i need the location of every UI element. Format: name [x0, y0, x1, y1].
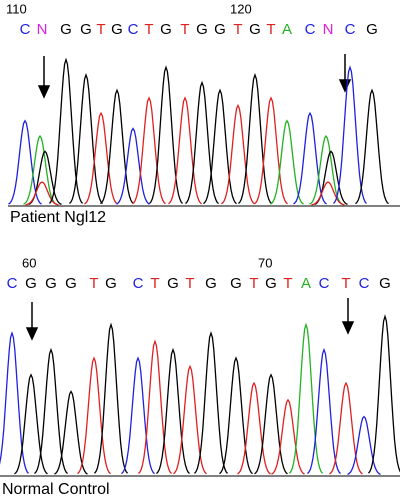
- base-call: G: [214, 21, 226, 38]
- base-call: G: [366, 21, 378, 38]
- base-call: T: [283, 275, 292, 292]
- trace-peak: [77, 356, 111, 475]
- trace-peak: [168, 96, 202, 205]
- base-call: C: [133, 275, 144, 292]
- base-call: G: [60, 21, 72, 38]
- base-call: N: [37, 21, 48, 38]
- base-call: T: [185, 275, 194, 292]
- trace-peak: [156, 347, 190, 475]
- arrows: [25, 298, 355, 341]
- sample-label: Normal Control: [2, 481, 110, 498]
- base-call: C: [128, 21, 139, 38]
- trace-peak: [288, 322, 324, 474]
- trace-peak: [254, 373, 288, 475]
- trace-peak: [329, 381, 363, 475]
- base-call: T: [266, 21, 275, 38]
- trace-peak: [14, 373, 48, 475]
- trace-peak: [0, 331, 29, 474]
- base-call: G: [105, 275, 117, 292]
- trace-peak: [347, 415, 381, 475]
- base-call: G: [249, 21, 261, 38]
- base-call: N: [323, 21, 334, 38]
- trace-peak: [254, 96, 288, 205]
- base-call: A: [282, 21, 292, 38]
- trace-peak: [238, 73, 272, 205]
- position-number: 70: [258, 255, 272, 270]
- base-call: G: [196, 21, 208, 38]
- position-number: 110: [6, 1, 27, 16]
- base-call: G: [45, 275, 57, 292]
- trace-peak: [194, 331, 228, 474]
- base-call: C: [319, 275, 330, 292]
- trace-peak: [93, 322, 129, 474]
- base-call: T: [96, 21, 105, 38]
- trace-peak: [48, 57, 84, 204]
- base-call: G: [80, 21, 92, 38]
- base-call: C: [20, 21, 31, 38]
- trace-peak: [203, 88, 237, 205]
- base-call: G: [205, 275, 217, 292]
- trace-peak: [237, 381, 271, 475]
- trace-peak: [132, 96, 166, 205]
- trace-peak: [270, 119, 304, 205]
- trace-peak: [149, 65, 183, 204]
- sample-label: Patient Ngl12: [10, 209, 106, 226]
- base-call: C: [359, 275, 370, 292]
- traces: [0, 314, 400, 475]
- trace-peak: [100, 88, 134, 205]
- base-call: G: [160, 21, 172, 38]
- base-call: T: [249, 275, 258, 292]
- base-call: A: [301, 275, 311, 292]
- base-call: T: [150, 275, 159, 292]
- base-call: G: [265, 275, 277, 292]
- base-call: G: [65, 275, 77, 292]
- trace-peak: [84, 111, 118, 205]
- base-call: T: [89, 275, 98, 292]
- base-call: G: [111, 21, 123, 38]
- trace-peak: [219, 356, 253, 475]
- trace-peak: [138, 339, 172, 474]
- trace-peak: [307, 347, 341, 475]
- position-number: 60: [22, 255, 36, 270]
- trace-peak: [34, 347, 68, 475]
- trace-peak: [355, 88, 389, 205]
- base-call: G: [379, 275, 391, 292]
- base-call: T: [144, 21, 153, 38]
- base-call: T: [341, 275, 350, 292]
- trace-peak: [271, 398, 305, 475]
- base-call: C: [345, 21, 356, 38]
- base-call: C: [305, 21, 316, 38]
- trace-peak: [311, 181, 345, 206]
- trace-peak: [25, 181, 59, 206]
- trace-peak: [69, 73, 103, 205]
- traces: [8, 57, 389, 206]
- trace-peak: [221, 103, 255, 205]
- base-call: T: [233, 21, 242, 38]
- base-call: T: [180, 21, 189, 38]
- position-number: 120: [230, 1, 252, 16]
- base-call: G: [167, 275, 179, 292]
- trace-peak: [367, 314, 400, 474]
- trace-peak: [23, 134, 57, 205]
- base-call: G: [25, 275, 37, 292]
- base-call: G: [230, 275, 242, 292]
- trace-peak: [185, 80, 219, 205]
- trace-peak: [121, 356, 155, 475]
- trace-peak: [173, 364, 207, 475]
- base-call: C: [7, 275, 18, 292]
- trace-peak: [116, 127, 150, 205]
